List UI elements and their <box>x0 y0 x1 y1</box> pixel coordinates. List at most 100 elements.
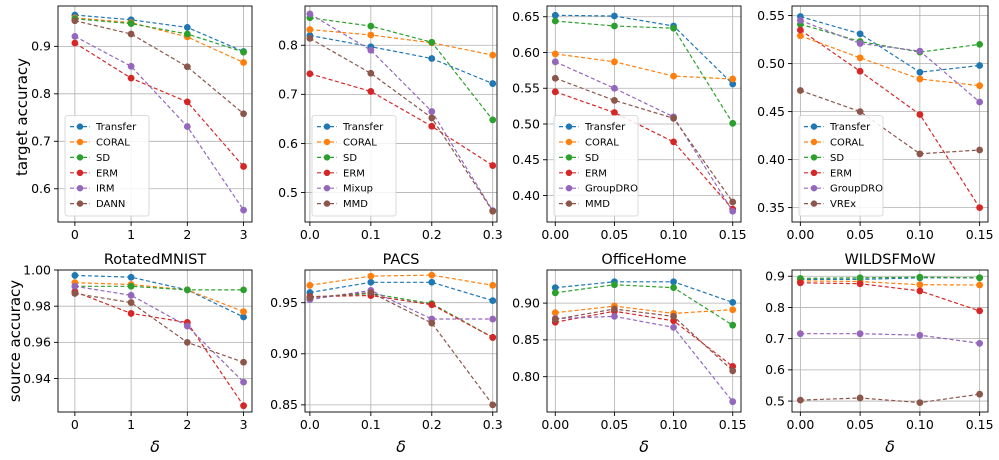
data-point-erm <box>240 402 247 410</box>
data-point-mmd <box>551 74 559 82</box>
data-point-coral <box>856 54 864 62</box>
data-point-erm <box>916 287 924 295</box>
series-line-erm <box>800 29 981 208</box>
data-point-erm <box>183 98 191 106</box>
data-point-transfer <box>367 278 375 286</box>
data-point-groupdro <box>916 47 924 55</box>
legend-swatch-marker <box>565 138 573 146</box>
series-line-transfer <box>309 281 493 302</box>
y-tick-label: 1.00 <box>23 262 51 277</box>
legend-swatch-marker <box>810 200 818 207</box>
data-point-groupdro <box>916 331 924 339</box>
data-point-transfer <box>856 30 864 38</box>
data-point-dann <box>240 358 247 366</box>
y-tick-label: 0.95 <box>270 295 298 310</box>
data-point-coral <box>670 72 677 80</box>
legend-swatch-marker <box>810 169 818 176</box>
y-tick-label: 0.5 <box>765 393 785 408</box>
y-tick-label: 0.90 <box>512 295 540 310</box>
axes-frame <box>791 5 989 223</box>
data-point-vrex <box>976 390 984 398</box>
y-tick-label: 0.35 <box>757 200 785 215</box>
y-tick-label: 0.7 <box>765 331 785 346</box>
data-point-irm <box>240 378 247 386</box>
legend-swatch-marker <box>323 200 331 207</box>
legend-entry: ERM <box>96 168 118 179</box>
legend-swatch-marker <box>76 123 84 130</box>
series-line-mixup <box>309 289 493 320</box>
x-axis-label: δ <box>885 437 895 456</box>
data-point-erm <box>916 111 924 118</box>
x-tick-label: 0.10 <box>660 227 688 242</box>
data-point-irm <box>127 62 135 70</box>
x-tick-label: 0.15 <box>966 417 994 432</box>
legend-entry: CORAL <box>343 138 377 149</box>
legend-swatch-marker <box>565 185 573 192</box>
x-axis-label: δ <box>150 437 160 456</box>
legend-entry: ERM <box>830 168 852 179</box>
y-tick-label: 0.55 <box>757 8 785 23</box>
x-tick-label: 0.15 <box>719 227 747 242</box>
data-point-groupdro <box>551 58 559 66</box>
series-line-erm <box>555 310 734 367</box>
series-line-coral <box>309 29 493 56</box>
legend-entry: CORAL <box>585 138 619 149</box>
data-point-coral <box>306 26 314 33</box>
data-point-erm <box>551 88 559 96</box>
series-line-sd <box>74 18 244 53</box>
legend: Transfer CORAL SD ERM GroupDRO MMD <box>553 115 639 217</box>
data-point-transfer <box>489 297 497 305</box>
data-point-transfer <box>183 23 191 31</box>
x-tick-label: 0.2 <box>422 227 442 242</box>
series-line-transfer <box>800 16 980 73</box>
y-tick-label: 0.45 <box>512 152 540 167</box>
legend-entry: SD <box>96 153 110 164</box>
data-point-vrex <box>796 87 804 94</box>
x-axis-label: δ <box>639 437 649 456</box>
data-point-sd <box>551 17 559 25</box>
data-point-vrex <box>916 399 924 407</box>
data-point-coral <box>551 50 559 58</box>
axes-frame <box>304 269 498 413</box>
y-tick-label: 0.40 <box>757 152 785 167</box>
data-point-vrex <box>916 150 924 158</box>
series-line-irm <box>74 285 245 383</box>
data-point-mmd <box>611 305 618 313</box>
data-point-sd <box>729 321 737 329</box>
data-point-mmd <box>670 114 677 122</box>
data-point-transfer <box>976 62 984 69</box>
legend-swatch-marker <box>565 169 573 176</box>
series-line-dann <box>74 292 244 363</box>
x-tick-label: 0.2 <box>422 417 442 432</box>
data-point-transfer <box>551 284 559 292</box>
data-point-erm <box>489 162 497 169</box>
x-tick-label: 1 <box>127 227 135 242</box>
series-line-groupdro <box>555 315 734 403</box>
data-point-dann <box>71 17 79 25</box>
legend-entry: DANN <box>96 199 125 210</box>
series-line-mmd <box>309 37 494 212</box>
data-point-groupdro <box>796 330 804 338</box>
data-point-transfer <box>240 313 247 321</box>
legend-swatch-marker <box>323 185 331 192</box>
panel-title: RotatedMNIST <box>104 252 207 268</box>
x-tick-label: 0 <box>71 417 79 432</box>
series-line-transfer <box>555 281 733 303</box>
panel-title: WILDSFMoW <box>844 252 935 268</box>
data-point-erm <box>127 310 135 317</box>
legend: Transfer CORAL SD ERM IRM DANN <box>64 115 150 217</box>
x-tick-label: 0.05 <box>846 417 874 432</box>
series-line-sd <box>800 23 980 53</box>
data-point-erm <box>367 88 375 95</box>
legend-entry: CORAL <box>830 138 864 149</box>
y-tick-label: 0.9 <box>765 269 785 284</box>
data-point-erm <box>856 280 864 288</box>
x-tick-label: 0.00 <box>786 227 814 242</box>
data-point-sd <box>428 38 436 46</box>
x-tick-label: 0.0 <box>300 227 320 242</box>
legend: Transfer CORAL SD ERM Mixup MMD <box>311 115 397 217</box>
data-point-mmd <box>367 69 375 77</box>
row-label-target: target accuracy <box>13 58 31 176</box>
data-point-erm <box>976 307 984 315</box>
y-tick-label: 0.45 <box>757 104 785 119</box>
